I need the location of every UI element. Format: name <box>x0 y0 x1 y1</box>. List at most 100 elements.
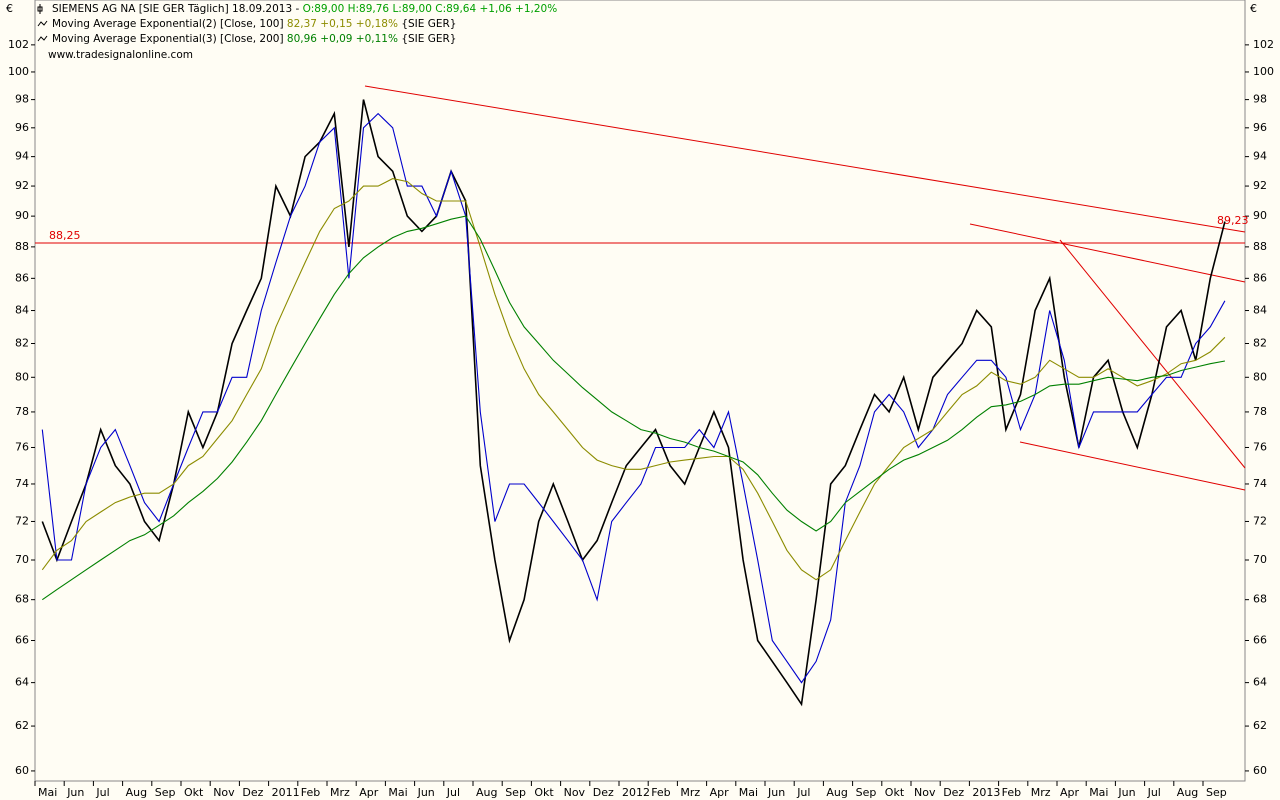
y-tick-label: 80 <box>1253 370 1267 383</box>
y-tick-label: 82 <box>15 337 29 350</box>
y-tick-label: 94 <box>1253 150 1267 163</box>
y-tick-label: 102 <box>1253 38 1274 51</box>
y-tick-label: 70 <box>1253 553 1267 566</box>
x-tick-label: Feb <box>301 786 320 799</box>
y-tick-label: 64 <box>1253 676 1267 689</box>
y-tick-label: 72 <box>15 514 29 527</box>
trend-line <box>969 223 1246 283</box>
series-line <box>41 112 1226 684</box>
y-tick-label: 100 <box>1253 65 1274 78</box>
y-tick-label: 78 <box>1253 405 1267 418</box>
legend-suffix: {SIE GER} <box>401 33 456 45</box>
x-tick-label: Aug <box>126 786 147 799</box>
legend-icon <box>37 4 43 14</box>
series-line <box>41 99 1226 707</box>
x-tick-label: Dez <box>593 786 614 799</box>
x-tick-label: Jun <box>1117 786 1135 799</box>
y-tick-label: 84 <box>1253 304 1267 317</box>
y-tick-label: 60 <box>1253 764 1267 777</box>
legend-name: Moving Average Exponential(3) [Close, 20… <box>52 33 284 45</box>
x-tick-label: Apr <box>1060 786 1080 799</box>
x-tick-label: Okt <box>885 786 905 799</box>
x-tick-label: Jun <box>417 786 435 799</box>
y-tick-label: 62 <box>1253 719 1267 732</box>
y-tick-label: 66 <box>15 634 29 647</box>
title-values: O:89,00 H:89,76 L:89,00 C:89,64 +1,06 +1… <box>303 3 558 15</box>
y-tick-label: 98 <box>1253 93 1267 106</box>
y-tick-label: 66 <box>1253 634 1267 647</box>
x-tick-label: Jul <box>95 786 109 799</box>
y-tick-label: 92 <box>15 179 29 192</box>
legend-icon <box>37 20 48 27</box>
legend-entry: Moving Average Exponential(3) [Close, 20… <box>52 33 456 45</box>
y-tick-label: 92 <box>1253 179 1267 192</box>
x-tick-label: Okt <box>184 786 204 799</box>
y-tick-label: 94 <box>15 150 29 163</box>
legend-suffix: {SIE GER} <box>401 18 456 30</box>
x-tick-label: 2012 <box>622 786 650 799</box>
y-tick-label: 76 <box>1253 440 1267 453</box>
y-tick-label: 68 <box>1253 593 1267 606</box>
annotation-label: 88,25 <box>49 229 81 242</box>
annotation-label: 89,23 <box>1217 214 1249 227</box>
trend-line <box>1019 441 1246 491</box>
x-tick-label: Mrz <box>1031 786 1051 799</box>
x-tick-label: Dez <box>943 786 964 799</box>
legend-icon <box>37 35 48 42</box>
y-tick-label: 88 <box>1253 240 1267 253</box>
currency: € <box>1250 2 1257 15</box>
y-tick-label: 82 <box>1253 337 1267 350</box>
y-tick-label: 102 <box>8 38 29 51</box>
x-tick-label: Okt <box>534 786 554 799</box>
title: SIEMENS AG NA [SIE GER Täglich] 18.09.20… <box>52 3 557 15</box>
y-tick-label: 96 <box>1253 121 1267 134</box>
trend-line <box>364 85 1246 233</box>
x-tick-label: 2011 <box>272 786 300 799</box>
y-tick-label: 68 <box>15 593 29 606</box>
series-line <box>41 215 1226 601</box>
x-tick-label: Mrz <box>680 786 700 799</box>
x-tick-label: Aug <box>476 786 497 799</box>
y-tick-label: 62 <box>15 719 29 732</box>
y-tick-label: 98 <box>15 93 29 106</box>
y-tick-label: 84 <box>15 304 29 317</box>
x-tick-label: Feb <box>1002 786 1021 799</box>
legend-name: Moving Average Exponential(2) [Close, 10… <box>52 18 284 30</box>
y-tick-label: 74 <box>15 477 29 490</box>
plot-area <box>34 0 1246 782</box>
x-tick-label: Sep <box>856 786 877 799</box>
x-tick-label: Apr <box>710 786 730 799</box>
x-tick-label: Nov <box>914 786 936 799</box>
y-tick-label: 96 <box>15 121 29 134</box>
y-tick-label: 76 <box>15 440 29 453</box>
x-tick-label: 2013 <box>972 786 1000 799</box>
x-tick-label: Jul <box>446 786 460 799</box>
x-tick-label: Mai <box>1089 786 1108 799</box>
x-tick-label: Sep <box>155 786 176 799</box>
x-tick-label: Sep <box>505 786 526 799</box>
x-tick-label: Jun <box>767 786 785 799</box>
x-tick-label: Sep <box>1206 786 1227 799</box>
y-tick-label: 86 <box>15 271 29 284</box>
x-tick-label: Mai <box>388 786 407 799</box>
x-tick-label: Jul <box>796 786 810 799</box>
y-tick-label: 64 <box>15 676 29 689</box>
x-tick-label: Nov <box>564 786 586 799</box>
y-tick-label: 90 <box>15 209 29 222</box>
y-tick-label: 78 <box>15 405 29 418</box>
y-tick-label: 86 <box>1253 271 1267 284</box>
x-tick-label: Dez <box>242 786 263 799</box>
y-tick-label: 80 <box>15 370 29 383</box>
source: www.tradesignalonline.com <box>48 49 193 61</box>
x-tick-label: Jun <box>66 786 84 799</box>
currency: € <box>6 2 13 15</box>
y-tick-label: 90 <box>1253 209 1267 222</box>
y-tick-label: 72 <box>1253 514 1267 527</box>
y-tick-label: 88 <box>15 240 29 253</box>
title-text: SIEMENS AG NA [SIE GER Täglich] 18.09.20… <box>52 3 303 15</box>
y-tick-label: 60 <box>15 764 29 777</box>
x-tick-label: Mrz <box>330 786 350 799</box>
x-tick-label: Aug <box>1177 786 1198 799</box>
y-tick-label: 70 <box>15 553 29 566</box>
